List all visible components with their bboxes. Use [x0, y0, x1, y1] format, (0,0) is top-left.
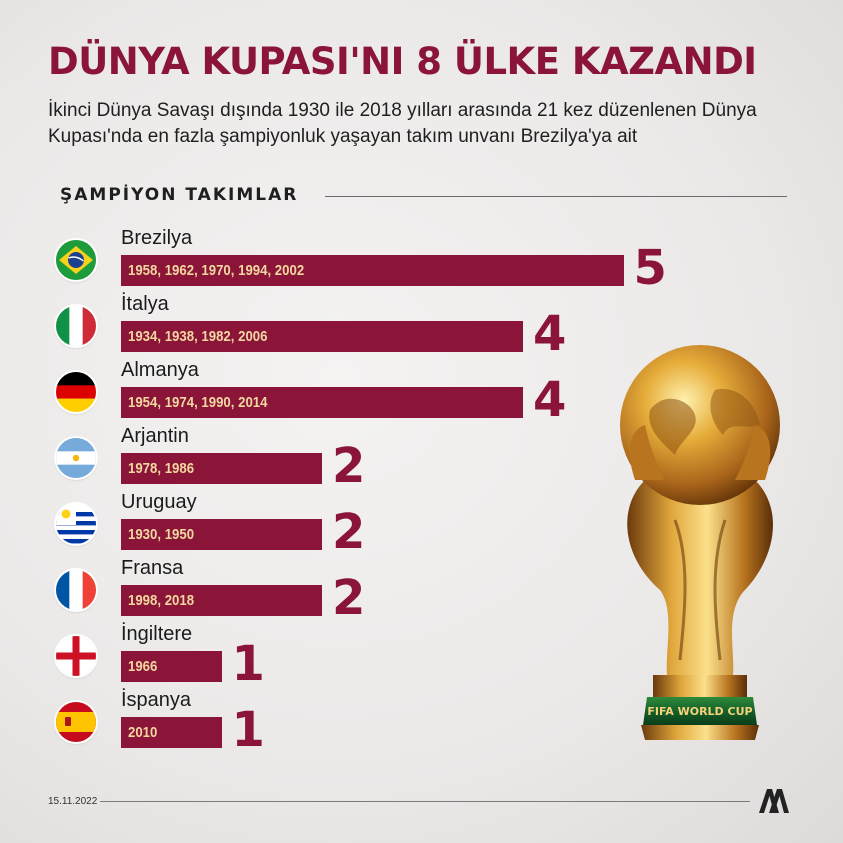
- chart-bar: 1930, 1950: [121, 519, 322, 550]
- chart-row: Uruguay 1930, 1950 2: [0, 491, 843, 570]
- chart-row: İngiltere 1966 1: [0, 623, 843, 702]
- chart-row: Brezilya 1958, 1962, 1970, 1994, 2002 5: [0, 227, 843, 306]
- bar-years-label: 1954, 1974, 1990, 2014: [128, 394, 268, 411]
- chart-bar: 1934, 1938, 1982, 2006: [121, 321, 523, 352]
- chart-bar: 1998, 2018: [121, 585, 322, 616]
- chart-row: Arjantin 1978, 1986 2: [0, 425, 843, 504]
- page-subtitle: İkinci Dünya Savaşı dışında 1930 ile 201…: [48, 100, 757, 147]
- bar-years-label: 1978, 1986: [128, 460, 195, 477]
- brazil-flag-icon: [56, 240, 96, 280]
- footer-divider: [100, 801, 750, 802]
- uruguay-flag-icon: [56, 504, 96, 544]
- aa-logo-icon: [759, 789, 789, 813]
- bar-years-label: 1998, 2018: [128, 592, 195, 609]
- chart-bar: 1966: [121, 651, 222, 682]
- france-flag-icon: [56, 570, 96, 610]
- bar-value-label: 2: [332, 504, 366, 560]
- bar-value-label: 1: [231, 636, 265, 692]
- bar-value-label: 1: [231, 702, 265, 758]
- footer-date: 15.11.2022: [48, 796, 98, 807]
- bar-years-label: 1958, 1962, 1970, 1994, 2002: [128, 262, 305, 279]
- italy-flag-icon: [56, 306, 96, 346]
- bar-years-label: 1966: [128, 658, 158, 675]
- argentina-flag-icon: [56, 438, 96, 478]
- england-flag-icon: [56, 636, 96, 676]
- country-label: Fransa: [121, 557, 184, 579]
- bar-years-label: 1930, 1950: [128, 526, 195, 543]
- country-label: Arjantin: [121, 425, 189, 447]
- page-title: DÜNYA KUPASI'NI 8 ÜLKE KAZANDI: [48, 40, 757, 83]
- country-label: İngiltere: [121, 623, 193, 645]
- germany-flag-icon: [56, 372, 96, 412]
- bar-years-label: 2010: [128, 724, 158, 741]
- bar-value-label: 2: [332, 570, 366, 626]
- chart-bar: 1958, 1962, 1970, 1994, 2002: [121, 255, 624, 286]
- bar-value-label: 2: [332, 438, 366, 494]
- chart-row: İtalya 1934, 1938, 1982, 2006 4: [0, 293, 843, 372]
- chart-row: İspanya 2010 1: [0, 689, 843, 768]
- country-label: Almanya: [121, 359, 199, 381]
- chart-bar: 1954, 1974, 1990, 2014: [121, 387, 523, 418]
- bar-years-label: 1934, 1938, 1982, 2006: [128, 328, 268, 345]
- chart-bar: 2010: [121, 717, 222, 748]
- chart-row: Fransa 1998, 2018 2: [0, 557, 843, 636]
- section-divider: [325, 196, 787, 197]
- world-cup-trophy-icon: FIFA WORLD CUP: [620, 345, 780, 740]
- country-label: İspanya: [121, 689, 192, 711]
- bar-value-label: 4: [533, 372, 567, 428]
- svg-text:FIFA WORLD CUP: FIFA WORLD CUP: [647, 705, 752, 718]
- spain-flag-icon: [56, 702, 96, 742]
- chart-bar: 1978, 1986: [121, 453, 322, 484]
- bar-value-label: 5: [633, 240, 667, 296]
- chart-row: Almanya 1954, 1974, 1990, 2014 4: [0, 359, 843, 438]
- country-label: Uruguay: [121, 491, 197, 513]
- country-label: Brezilya: [121, 227, 193, 249]
- section-title: ŞAMPİYON TAKIMLAR: [60, 185, 299, 205]
- country-label: İtalya: [121, 293, 169, 315]
- bar-value-label: 4: [533, 306, 567, 362]
